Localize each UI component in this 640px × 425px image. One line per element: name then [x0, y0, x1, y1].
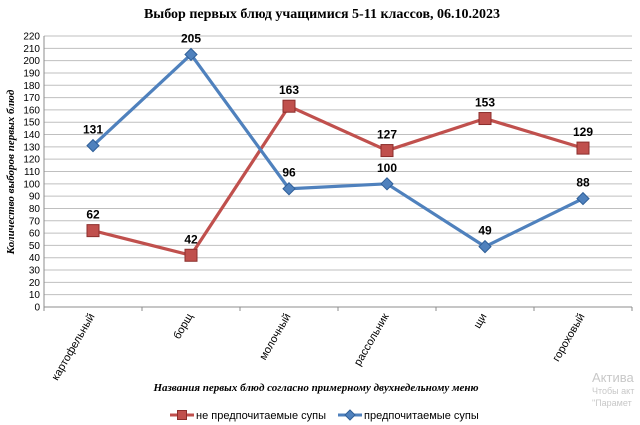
chart-legend: не предпочитаемые супы предпочитаемые суп… — [170, 409, 479, 422]
y-tick-label: 80 — [29, 204, 41, 215]
data-point-square — [86, 224, 100, 238]
data-point-square — [478, 112, 492, 126]
data-label: 163 — [279, 83, 299, 97]
y-tick-label: 70 — [29, 216, 41, 227]
x-axis-title: Названия первых блюд согласно примерному… — [152, 382, 478, 394]
y-tick-label: 160 — [23, 105, 40, 116]
y-tick-label: 100 — [23, 179, 40, 190]
watermark-line-3: "Парамет — [592, 397, 632, 408]
data-point-diamond — [86, 138, 100, 153]
data-label: 88 — [576, 176, 590, 190]
data-label: 127 — [377, 128, 397, 142]
x-tick-label: молочный — [257, 312, 293, 363]
y-tick-label: 150 — [23, 118, 40, 129]
data-label: 100 — [377, 161, 397, 175]
x-tick-label: гороховый — [551, 312, 588, 364]
x-tick-label: рассольник — [352, 311, 392, 368]
legend-marker-square — [177, 410, 187, 420]
y-tick-label: 140 — [23, 130, 40, 141]
y-tick-label: 220 — [23, 32, 40, 43]
data-label: 62 — [86, 208, 100, 222]
legend-label: не предпочитаемые супы — [196, 410, 326, 422]
data-point-square — [282, 99, 296, 113]
y-tick-label: 210 — [23, 44, 40, 55]
data-label: 131 — [83, 123, 103, 137]
y-tick-label: 180 — [23, 81, 40, 92]
y-tick-label: 40 — [29, 253, 41, 264]
data-point-square — [380, 144, 394, 158]
x-tick-label: борщ — [171, 312, 195, 342]
chart-title: Выбор первых блюд учащимися 5-11 классов… — [144, 7, 500, 22]
data-label: 49 — [478, 224, 492, 238]
data-point-square — [576, 141, 590, 155]
series-layer — [86, 47, 590, 262]
series-line — [92, 104, 584, 257]
y-axis-title: Количество выборов первых блюд — [5, 89, 17, 255]
chart-grid — [43, 35, 632, 308]
data-label: 42 — [184, 232, 198, 246]
y-tick-label: 190 — [23, 68, 40, 79]
y-tick-label: 90 — [29, 192, 41, 203]
data-point-diamond — [282, 182, 296, 196]
data-label: 205 — [181, 31, 201, 45]
data-point-square — [184, 248, 198, 262]
data-labels: 62 42 163 127 153 129 131 205 96 100 49 88 — [83, 31, 593, 246]
data-point-diamond — [478, 239, 492, 254]
y-tick-label: 10 — [29, 290, 41, 301]
x-tick-label: картофельный — [50, 312, 98, 383]
y-tick-label: 170 — [23, 93, 40, 104]
data-point-diamond — [184, 47, 198, 62]
y-tick-label: 200 — [23, 56, 40, 67]
y-tick-label: 20 — [29, 278, 41, 289]
data-label: 96 — [282, 166, 296, 180]
activation-watermark: Актива Чтобы акт "Парамет — [592, 370, 634, 409]
legend-label: предпочитаемые супы — [364, 410, 479, 422]
y-tick-label: 110 — [24, 167, 40, 178]
data-point-diamond — [380, 177, 394, 191]
series-line — [91, 52, 584, 249]
data-point-diamond — [576, 191, 590, 206]
y-tick-label: 120 — [23, 155, 40, 166]
watermark-line-2: Чтобы акт — [592, 386, 635, 397]
x-tick-label: щи — [472, 312, 490, 331]
y-tick-label: 30 — [29, 266, 41, 277]
watermark-line-1: Актива — [592, 370, 634, 385]
legend-marker-diamond — [344, 409, 356, 421]
y-tick-label: 130 — [23, 142, 40, 153]
x-axis-ticks: картофельный борщ молочный рассольник щи горо… — [43, 307, 633, 383]
data-label: 129 — [573, 125, 593, 139]
y-tick-label: 60 — [29, 229, 41, 240]
y-tick-label: 50 — [29, 241, 41, 252]
data-label: 153 — [475, 96, 495, 110]
y-tick-label: 0 — [34, 303, 40, 314]
